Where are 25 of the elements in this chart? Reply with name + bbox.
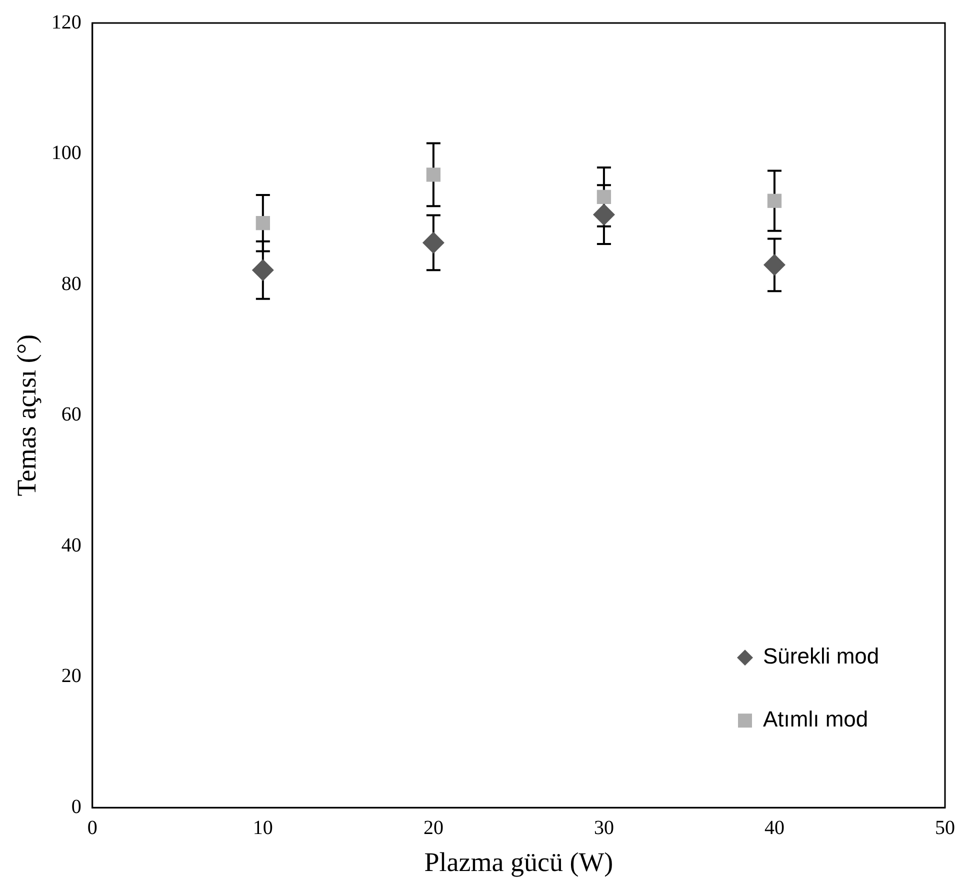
- x-tick-label: 50: [935, 816, 955, 839]
- y-tick-label: 100: [51, 142, 82, 164]
- y-tick-label: 120: [51, 11, 82, 34]
- point: [596, 190, 612, 204]
- x-axis-title: Plazma gücü (W): [424, 846, 614, 877]
- y-tick-label: 40: [61, 534, 82, 556]
- x-tick-label: 30: [594, 816, 614, 839]
- x-tick-label: 0: [87, 816, 98, 839]
- y-axis-title: Temas açısı (°): [11, 334, 42, 496]
- point: [256, 216, 270, 230]
- legend-label: Sürekli mod: [763, 644, 880, 669]
- point: [767, 194, 782, 208]
- y-tick-label: 20: [61, 665, 82, 688]
- point: [592, 204, 615, 226]
- x-tick-label: 20: [423, 816, 444, 839]
- point: [252, 259, 274, 282]
- point: [426, 168, 441, 182]
- y-tick-label: 0: [71, 796, 82, 818]
- x-tick-label: 10: [252, 816, 273, 839]
- point: [763, 254, 786, 276]
- point: [422, 232, 444, 254]
- y-tick-label: 80: [61, 272, 82, 295]
- y-tick-label: 60: [61, 404, 82, 426]
- x-tick-label: 40: [764, 816, 784, 839]
- legend-label: Atımlı mod: [763, 706, 868, 732]
